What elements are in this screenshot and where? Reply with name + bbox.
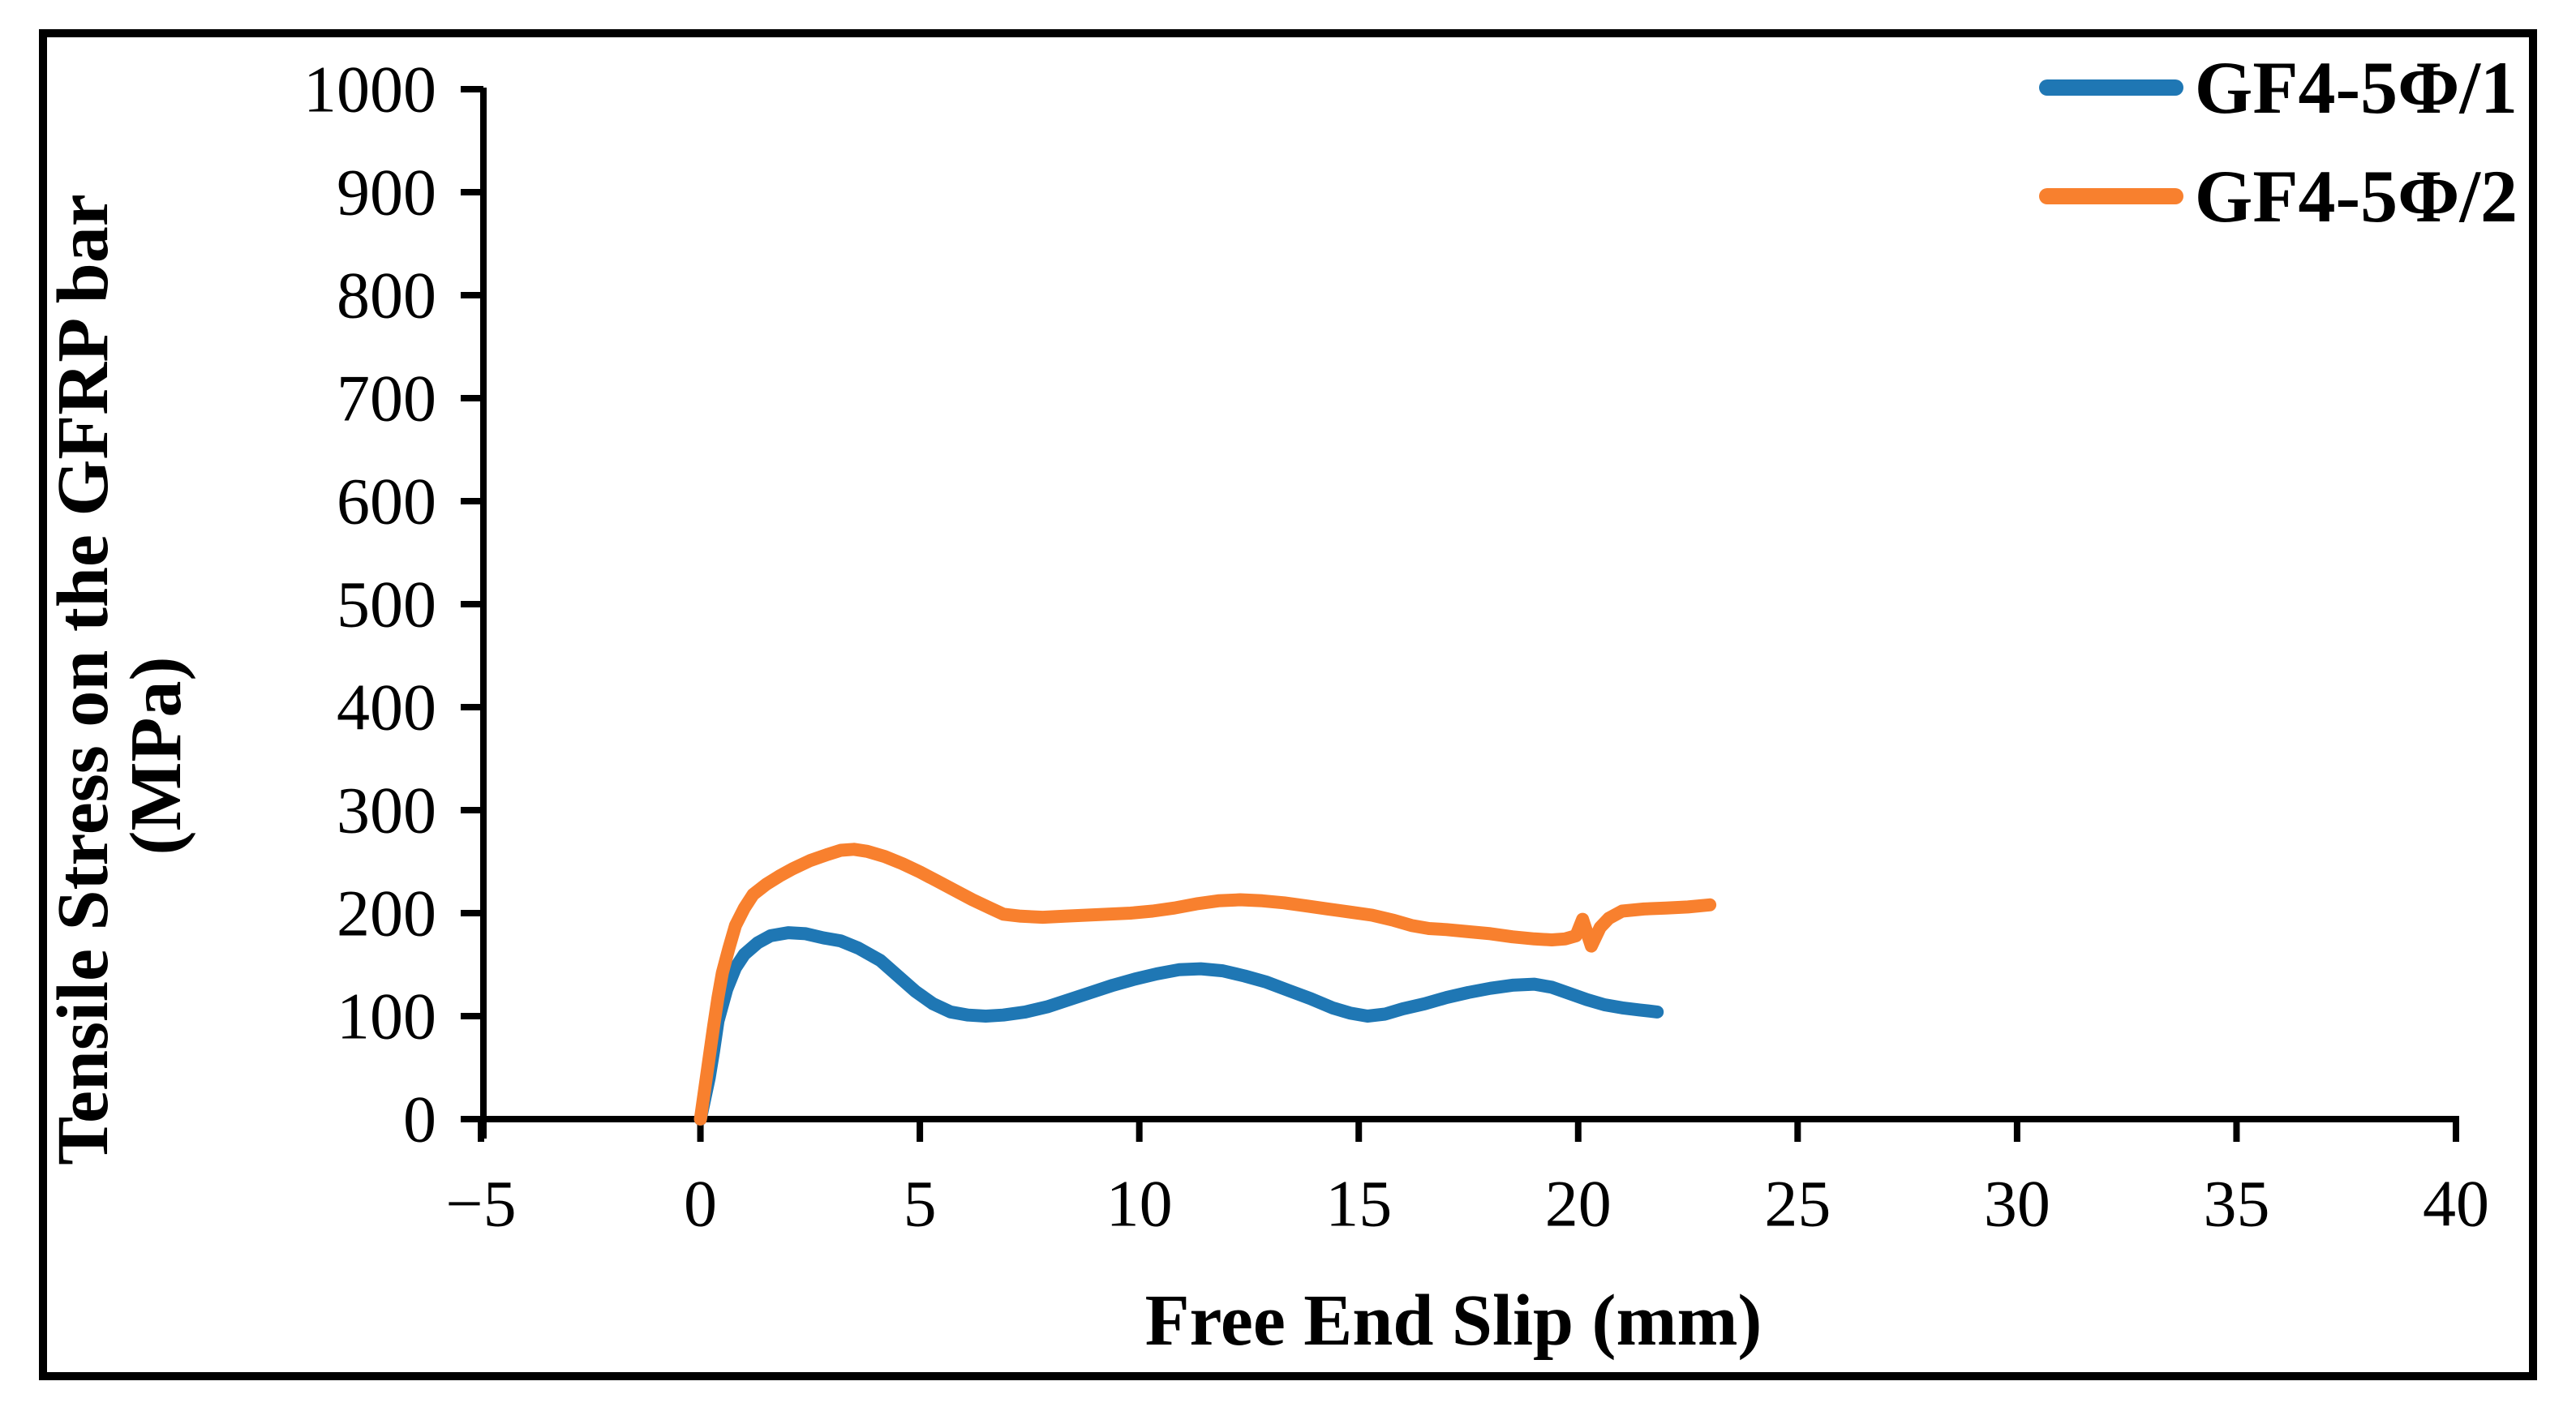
y-axis-ticks: 0 100 200 300 400 500 600 700 800 900 1000 xyxy=(303,53,483,1156)
legend: GF4-5Φ/1 GF4-5Φ/2 xyxy=(2038,46,2518,238)
y-tick-label: 400 xyxy=(337,671,436,744)
y-tick-label: 800 xyxy=(337,259,436,332)
y-tick-label: 100 xyxy=(337,980,436,1053)
x-tick-label: 30 xyxy=(1984,1167,2050,1241)
y-axis-title-line2: (MPa) xyxy=(116,657,196,856)
series-lines xyxy=(693,843,1717,1126)
legend-label: GF4-5Φ/2 xyxy=(2194,155,2518,238)
series-line-1 xyxy=(693,926,1664,1126)
y-tick-label: 900 xyxy=(337,156,436,229)
x-axis-ticks: −5 0 5 10 15 20 25 30 35 40 xyxy=(445,1119,2489,1241)
x-tick-label: 15 xyxy=(1325,1167,1392,1241)
x-tick-label: 25 xyxy=(1764,1167,1831,1241)
legend-swatch-orange-line xyxy=(2038,188,2183,204)
x-tick-label: 40 xyxy=(2423,1167,2489,1241)
x-tick-label: 0 xyxy=(684,1167,717,1241)
y-tick-label: 700 xyxy=(337,362,436,435)
legend-label: GF4-5Φ/1 xyxy=(2194,46,2518,129)
legend-swatch-blue-line xyxy=(2038,79,2183,96)
series-line-2 xyxy=(693,843,1717,1126)
y-tick-label: 300 xyxy=(337,774,436,847)
y-tick-label: 200 xyxy=(337,877,436,950)
figure-border xyxy=(39,29,2537,1380)
y-tick-label: 0 xyxy=(403,1083,436,1156)
x-tick-label: 35 xyxy=(2203,1167,2269,1241)
y-tick-label: 500 xyxy=(337,568,436,641)
x-tick-label: 10 xyxy=(1106,1167,1173,1241)
x-axis-title: Free End Slip (mm) xyxy=(1145,1280,1762,1361)
legend-item-gf4-5phi-1: GF4-5Φ/1 xyxy=(2038,46,2518,129)
y-axis-title-line1: Tensile Stress on the GFRP bar xyxy=(43,194,123,1165)
x-tick-label: 5 xyxy=(904,1167,937,1241)
legend-item-gf4-5phi-2: GF4-5Φ/2 xyxy=(2038,155,2518,238)
x-tick-label: −5 xyxy=(445,1167,516,1241)
y-tick-label: 600 xyxy=(337,465,436,538)
x-tick-label: 20 xyxy=(1545,1167,1612,1241)
y-tick-label: 1000 xyxy=(303,53,436,127)
